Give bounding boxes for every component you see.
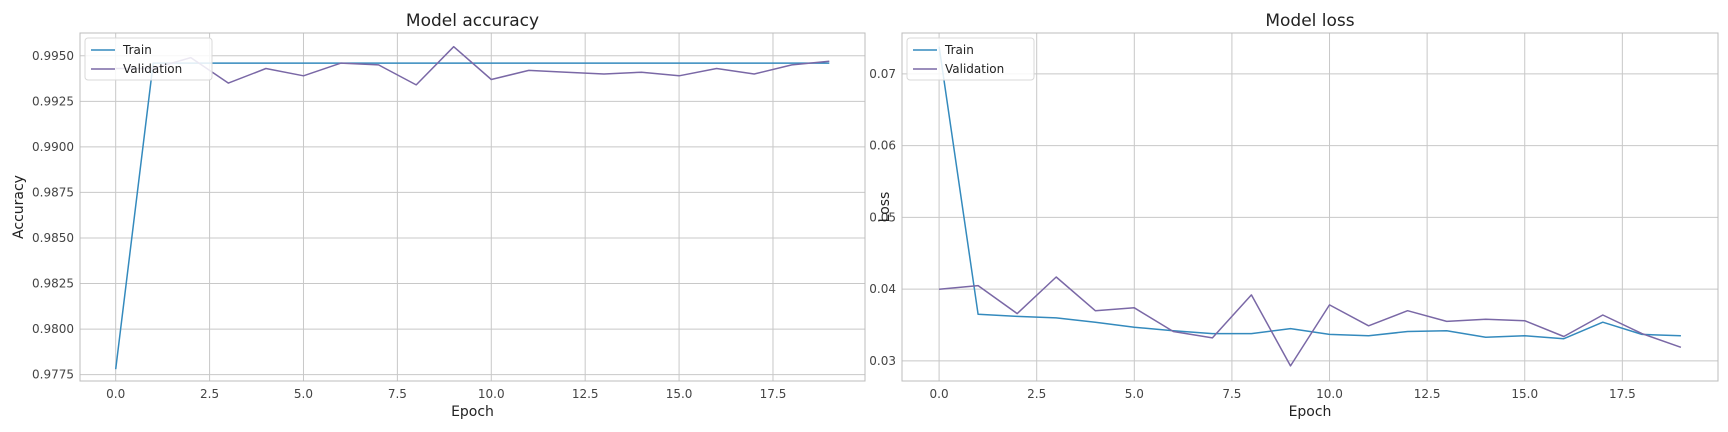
x-tick-label: 7.5 — [388, 387, 407, 401]
y-tick-label: 0.9900 — [32, 140, 74, 154]
legend: Train Validation — [906, 37, 1035, 81]
x-axis-label: Epoch — [451, 404, 494, 420]
y-tick-label: 0.9875 — [32, 185, 74, 199]
x-tick-label: 0.0 — [930, 387, 949, 401]
y-axis-label: Accuracy — [11, 175, 27, 239]
x-tick-label: 5.0 — [1125, 387, 1144, 401]
x-tick-label: 12.5 — [1414, 387, 1441, 401]
series-line-train — [114, 62, 830, 370]
y-tick-label: 0.9850 — [32, 231, 74, 245]
x-axis-label: Epoch — [1289, 404, 1332, 420]
y-tick-label: 0.9950 — [32, 49, 74, 63]
legend-label-validation: Validation — [945, 62, 1004, 76]
y-tick-label: 0.07 — [869, 67, 896, 81]
x-tick-label: 7.5 — [1222, 387, 1241, 401]
series-line-validation — [939, 276, 1682, 367]
y-tick-label: 0.06 — [869, 139, 896, 153]
x-tick-label: 2.5 — [1027, 387, 1046, 401]
legend-label-train: Train — [122, 43, 152, 57]
y-tick-label: 0.9800 — [32, 322, 74, 336]
y-tick-label: 0.9825 — [32, 277, 74, 291]
y-axis-label: Loss — [877, 192, 893, 223]
chart-panel-accuracy: 0.0 2.5 5.0 7.5 10.0 12.5 15.0 17.5 0.9775 0.9800… — [11, 11, 866, 420]
x-tick-label: 10.0 — [1316, 387, 1343, 401]
y-tick-label: 0.04 — [869, 282, 896, 296]
series-line-train — [938, 46, 1681, 340]
y-tick-label: 0.03 — [869, 354, 896, 368]
x-tick-label: 5.0 — [294, 387, 313, 401]
y-tick-label: 0.05 — [869, 210, 896, 224]
chart-title: Model loss — [1265, 11, 1354, 31]
y-tick-label: 0.9925 — [32, 94, 74, 108]
x-tick-label: 2.5 — [200, 387, 219, 401]
legend-label-validation: Validation — [123, 62, 182, 76]
x-tick-label: 15.0 — [666, 387, 693, 401]
legend-box — [906, 37, 1035, 81]
legend-label-train: Train — [944, 43, 974, 57]
plot-frame — [901, 32, 1719, 382]
x-tick-label: 17.5 — [1609, 387, 1636, 401]
x-tick-label: 0.0 — [106, 387, 125, 401]
chart-panel-loss: 0.0 2.5 5.0 7.5 10.0 12.5 15.0 17.5 0.03 0.04 0.05… — [869, 11, 1719, 420]
x-tick-label: 12.5 — [572, 387, 599, 401]
legend: Train Validation — [84, 37, 213, 81]
series-line-validation — [115, 45, 830, 86]
x-tick-label: 17.5 — [760, 387, 787, 401]
x-tick-label: 15.0 — [1511, 387, 1538, 401]
chart-title: Model accuracy — [406, 11, 539, 31]
x-tick-label: 10.0 — [478, 387, 505, 401]
y-tick-label: 0.9775 — [32, 368, 74, 382]
legend-box — [84, 37, 213, 81]
plot-frame — [79, 32, 866, 382]
